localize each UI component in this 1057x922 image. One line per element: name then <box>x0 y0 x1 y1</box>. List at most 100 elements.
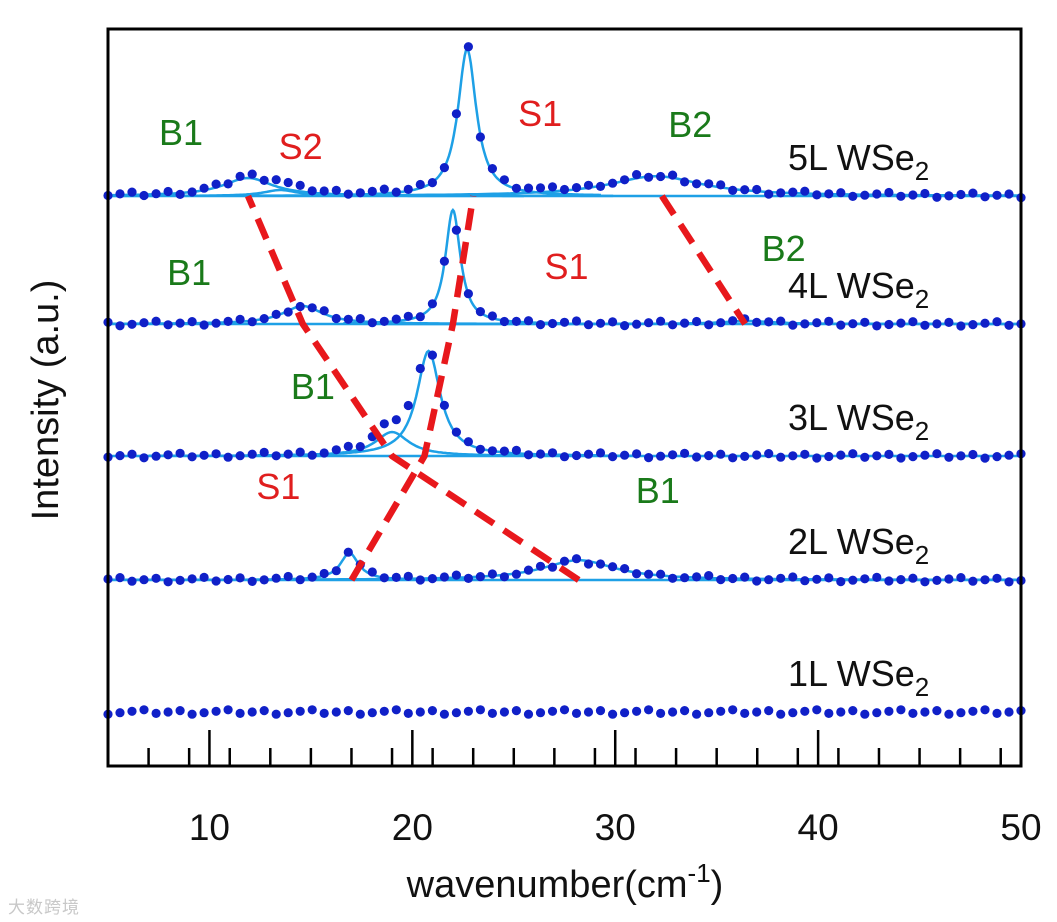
data-point <box>379 184 389 194</box>
data-point <box>199 183 209 193</box>
data-point <box>271 309 281 319</box>
trend-line <box>659 194 748 326</box>
data-point <box>848 575 858 585</box>
data-point <box>331 445 341 455</box>
data-point <box>704 571 714 581</box>
data-point <box>644 705 654 715</box>
data-point <box>163 186 173 197</box>
data-point <box>127 319 137 329</box>
data-point <box>595 559 606 569</box>
data-point <box>932 192 942 202</box>
data-point <box>247 317 257 327</box>
data-point <box>920 450 930 460</box>
data-point <box>223 574 233 585</box>
data-point <box>740 185 750 195</box>
data-point <box>115 321 125 331</box>
data-point <box>980 318 990 328</box>
data-point <box>331 313 341 324</box>
data-point <box>499 572 509 582</box>
data-point <box>307 705 317 715</box>
data-point <box>487 311 497 321</box>
data-point <box>475 307 485 317</box>
data-point <box>415 179 425 190</box>
data-point <box>343 441 353 451</box>
data-point <box>992 190 1002 200</box>
data-point <box>824 573 834 583</box>
data-point <box>379 573 389 583</box>
data-point <box>151 189 161 199</box>
data-point <box>175 448 185 458</box>
data-point <box>451 225 461 235</box>
data-point <box>187 452 197 462</box>
data-point <box>547 706 558 716</box>
data-point <box>151 451 161 461</box>
series-label-subscript: 2 <box>915 284 929 314</box>
series-label-subscript: 2 <box>915 156 929 186</box>
data-point <box>812 705 822 715</box>
data-point <box>523 709 534 719</box>
data-point <box>187 574 197 584</box>
data-point <box>259 175 269 185</box>
data-point <box>355 442 365 452</box>
data-point <box>992 452 1002 462</box>
data-point <box>764 706 774 716</box>
data-point <box>620 175 630 185</box>
data-point <box>704 320 714 330</box>
data-point <box>427 574 437 584</box>
data-point <box>848 449 858 459</box>
data-point <box>692 316 702 327</box>
data-point <box>608 317 618 327</box>
data-point <box>499 316 509 327</box>
data-point <box>355 188 365 198</box>
data-point <box>583 180 594 190</box>
data-point <box>367 708 377 718</box>
data-point <box>283 307 293 317</box>
data-point <box>920 707 930 717</box>
data-point <box>716 706 726 716</box>
data-point <box>848 319 858 329</box>
trend-line <box>245 194 581 583</box>
peak-labels-layer: S1B1S1B1S1B1B2S1S2B1B2 <box>159 93 806 511</box>
data-point <box>620 564 630 574</box>
data-point <box>199 708 209 718</box>
series-label-subscript: 2 <box>915 672 929 702</box>
data-point <box>271 709 281 719</box>
data-point <box>740 708 750 719</box>
data-point <box>511 316 521 326</box>
data-point <box>427 178 437 188</box>
data-point <box>656 316 666 326</box>
data-point <box>127 449 137 459</box>
data-point <box>487 446 497 456</box>
data-point <box>824 189 834 199</box>
data-point <box>139 453 149 463</box>
data-point <box>752 317 762 327</box>
data-point <box>523 183 534 193</box>
data-point <box>247 449 257 459</box>
data-point <box>595 448 606 458</box>
data-point <box>487 569 497 579</box>
data-point <box>151 708 161 719</box>
data-point <box>668 707 678 717</box>
data-point <box>235 314 245 324</box>
data-point <box>439 572 449 582</box>
data-point <box>872 321 882 331</box>
data-point <box>295 706 305 716</box>
data-point <box>800 319 810 329</box>
data-point <box>139 318 149 328</box>
data-point <box>283 177 293 188</box>
data-point <box>535 561 546 571</box>
data-point <box>656 451 666 461</box>
data-point <box>908 317 918 327</box>
data-point <box>728 185 738 195</box>
peak-label-b2: B2 <box>668 104 712 145</box>
data-point <box>884 449 894 459</box>
fit-curve-b1 <box>148 430 636 458</box>
data-point <box>463 437 473 447</box>
data-point <box>812 318 822 328</box>
series-4l <box>103 207 1026 331</box>
data-point <box>523 450 534 460</box>
data-point <box>319 186 329 196</box>
data-point <box>800 186 810 196</box>
data-point <box>776 316 786 326</box>
data-point <box>884 576 894 586</box>
